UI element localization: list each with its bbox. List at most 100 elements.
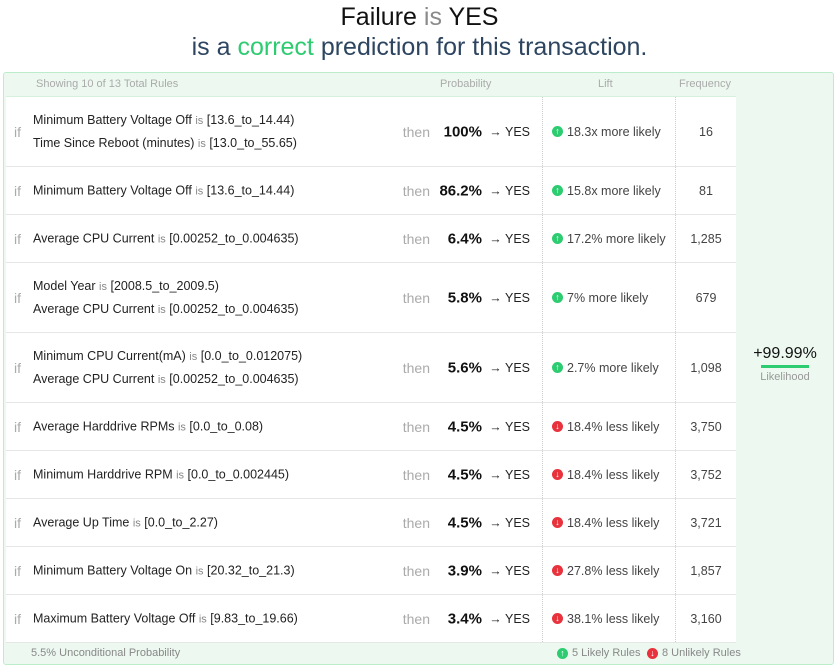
is-keyword: is [195, 565, 204, 577]
rule-row[interactable]: if Minimum Battery Voltage Off is [13.6_… [6, 167, 736, 215]
rule-row[interactable]: if Minimum Battery Voltage Off is [13.6_… [6, 97, 736, 167]
condition: Minimum Harddrive RPM is [0.0_to_0.00244… [33, 463, 289, 486]
rule-row[interactable]: if Maximum Battery Voltage Off is [9.83_… [6, 595, 736, 643]
then-keyword: then [402, 289, 430, 306]
header-frequency: Frequency [679, 78, 731, 90]
rule-conditions: Minimum Battery Voltage Off is [13.6_to_… [33, 109, 297, 155]
condition: Average CPU Current is [0.00252_to_0.004… [33, 298, 299, 321]
if-keyword: if [14, 514, 21, 531]
is-keyword: is [157, 233, 166, 245]
rule-frequency: 3,750 [690, 419, 722, 434]
condition: Average CPU Current is [0.00252_to_0.004… [33, 368, 302, 391]
rule-conditions: Minimum Battery Voltage Off is [13.6_to_… [33, 179, 294, 202]
likelihood-label: Likelihood [760, 371, 810, 383]
condition-field: Minimum Harddrive RPM [33, 467, 173, 481]
arrow-down-circle-icon: ↓ [552, 469, 563, 480]
then-keyword: then [402, 418, 430, 435]
subtitle-post: prediction for this transaction. [320, 33, 648, 61]
condition-range: [0.0_to_0.012075) [200, 348, 303, 363]
rule-lift: ↓ 18.4% less likely [542, 403, 676, 450]
rule-row[interactable]: if Minimum CPU Current(mA) is [0.0_to_0.… [6, 333, 736, 403]
rule-row[interactable]: if Model Year is [2008.5_to_2009.5) Avera… [6, 263, 736, 333]
rule-lift: ↓ 38.1% less likely [542, 595, 676, 642]
lift-text: 18.4% less likely [567, 467, 660, 482]
rule-probability: 6.4% [447, 230, 482, 247]
prediction-title: Failure is YES [0, 2, 839, 32]
condition-field: Average Up Time [33, 515, 130, 529]
condition: Average Up Time is [0.0_to_2.27) [33, 511, 218, 534]
is-keyword: is [198, 613, 207, 625]
condition: Minimum Battery Voltage Off is [13.6_to_… [33, 179, 294, 202]
rule-lift: ↑ 18.3x more likely [542, 97, 676, 166]
condition-range: [0.0_to_0.08) [189, 419, 264, 433]
is-keyword: is [157, 303, 166, 316]
likelihood-value: +99.99% [753, 345, 817, 362]
condition-range: [9.83_to_19.66) [210, 611, 298, 625]
rule-lift: ↑ 15.8x more likely [542, 167, 676, 214]
rule-frequency: 679 [695, 290, 717, 305]
arrow-down-circle-icon: ↓ [647, 648, 658, 659]
is-keyword: is [195, 114, 204, 127]
lift-text: 27.8% less likely [567, 563, 660, 578]
if-keyword: if [14, 562, 21, 579]
arrow-down-circle-icon: ↓ [552, 613, 563, 624]
rule-conditions: Model Year is [2008.5_to_2009.5) Average … [33, 275, 299, 321]
rule-row[interactable]: if Minimum Battery Voltage On is [20.32_… [6, 547, 736, 595]
condition-range: [2008.5_to_2009.5) [110, 278, 219, 293]
header-lift: Lift [598, 78, 613, 90]
arrow-up-circle-icon: ↑ [552, 362, 563, 373]
rule-frequency: 1,285 [690, 231, 722, 246]
then-keyword: then [402, 514, 430, 531]
rule-result: → YES [489, 563, 530, 578]
rule-frequency: 16 [699, 124, 713, 139]
lift-text: 7% more likely [567, 290, 649, 305]
arrow-up-circle-icon: ↑ [552, 292, 563, 303]
then-keyword: then [402, 230, 430, 247]
rule-lift: ↓ 18.4% less likely [542, 499, 676, 546]
is-keyword: is [177, 421, 186, 433]
if-keyword: if [14, 230, 21, 247]
rule-conditions: Minimum Battery Voltage On is [20.32_to_… [33, 559, 295, 582]
condition-range: [0.00252_to_0.004635) [169, 371, 299, 386]
rule-row[interactable]: if Average Up Time is [0.0_to_2.27) then… [6, 499, 736, 547]
condition-range: [0.00252_to_0.004635) [169, 231, 299, 245]
arrow-up-circle-icon: ↑ [557, 648, 568, 659]
then-keyword: then [402, 562, 430, 579]
rule-frequency: 3,160 [690, 611, 722, 626]
rule-lift: ↓ 18.4% less likely [542, 451, 676, 498]
unconditional-probability: 5.5% Unconditional Probability [31, 647, 181, 659]
header-probability: Probability [440, 78, 492, 90]
is-keyword: is [197, 137, 206, 150]
likelihood-summary: +99.99% Likelihood [737, 345, 833, 383]
lift-text: 15.8x more likely [567, 183, 661, 198]
rule-result: → YES [489, 183, 530, 198]
rule-probability: 5.8% [447, 289, 482, 306]
if-keyword: if [14, 289, 21, 306]
rule-row[interactable]: if Average Harddrive RPMs is [0.0_to_0.0… [6, 403, 736, 451]
if-keyword: if [14, 610, 21, 627]
showing-count: Showing 10 of 13 Total Rules [36, 78, 179, 90]
condition-field: Model Year [33, 278, 96, 293]
rule-probability: 4.5% [447, 418, 482, 435]
rule-probability: 5.6% [447, 359, 482, 376]
arrow-up-circle-icon: ↑ [552, 185, 563, 196]
rule-row[interactable]: if Minimum Harddrive RPM is [0.0_to_0.00… [6, 451, 736, 499]
condition-field: Minimum Battery Voltage Off [33, 112, 192, 127]
rule-conditions: Average Harddrive RPMs is [0.0_to_0.08) [33, 415, 263, 438]
rule-lift: ↑ 17.2% more likely [542, 215, 676, 262]
condition: Minimum Battery Voltage Off is [13.6_to_… [33, 109, 297, 132]
condition-field: Minimum CPU Current(mA) [33, 348, 186, 363]
condition-range: [13.6_to_14.44) [206, 183, 295, 197]
condition-field: Average CPU Current [33, 231, 155, 245]
condition-field: Minimum Battery Voltage On [33, 563, 193, 577]
condition-range: [13.6_to_14.44) [206, 112, 295, 127]
rule-row[interactable]: if Average CPU Current is [0.00252_to_0.… [6, 215, 736, 263]
condition: Minimum Battery Voltage On is [20.32_to_… [33, 559, 295, 582]
arrow-up-circle-icon: ↑ [552, 126, 563, 137]
target-value: YES [448, 3, 499, 31]
rule-result: → YES [489, 419, 530, 434]
lift-text: 17.2% more likely [567, 231, 666, 246]
likely-rules-count: ↑ 5 Likely Rules [557, 642, 640, 664]
rule-probability: 86.2% [439, 182, 482, 199]
arrow-down-circle-icon: ↓ [552, 565, 563, 576]
